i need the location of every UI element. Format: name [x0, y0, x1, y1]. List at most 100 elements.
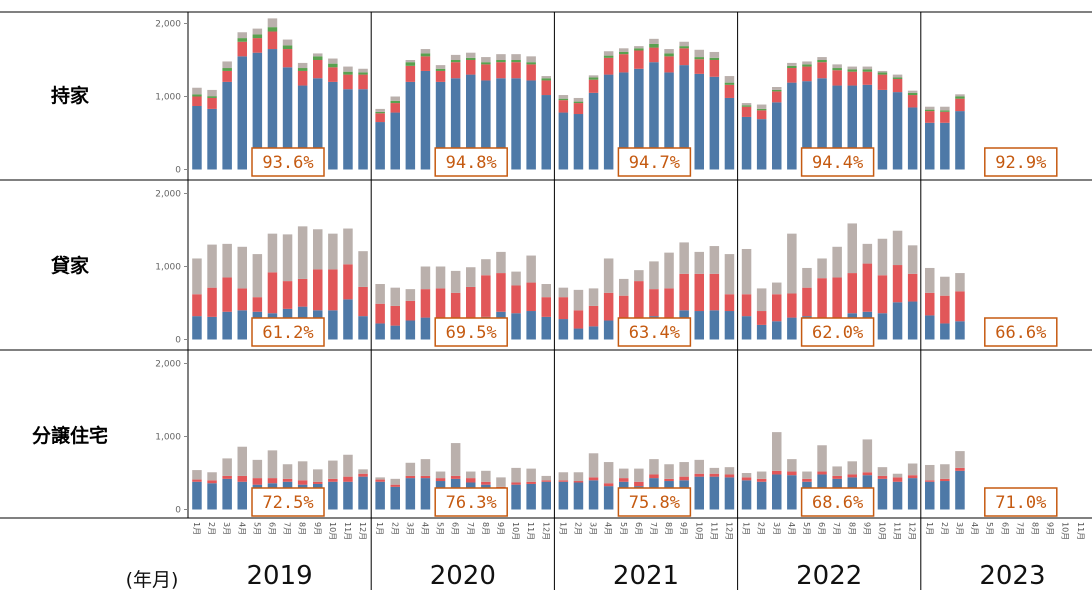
month-label: 3月 — [222, 522, 231, 535]
bar-segment-blue — [358, 89, 368, 170]
bar-2-1-2 — [405, 462, 416, 510]
bar-segment-red — [832, 475, 842, 479]
bar-segment-green — [741, 105, 752, 107]
bar-0-1-9 — [511, 54, 521, 170]
percentage-box-1-3: 62.0% — [800, 317, 875, 347]
bar-segment-red — [358, 473, 368, 477]
bar-segment-red — [925, 480, 935, 482]
bar-segment-red — [343, 476, 353, 482]
bar-segment-red — [313, 60, 323, 79]
bar-segment-blue — [862, 84, 873, 170]
bar-segment-green — [237, 38, 247, 42]
bar-1-0-0 — [192, 258, 202, 340]
bar-segment-gray — [420, 266, 431, 290]
bar-segment-gray — [832, 64, 842, 69]
month-label: 7月 — [283, 522, 292, 535]
month-label: 5月 — [252, 522, 261, 535]
bar-segment-blue — [724, 311, 735, 340]
bar-segment-red — [802, 66, 812, 82]
month-label: 12月 — [724, 522, 733, 540]
bar-segment-gray — [603, 51, 614, 56]
bar-segment-blue — [390, 112, 400, 170]
bar-segment-green — [390, 100, 400, 104]
bar-0-0-7 — [297, 62, 308, 170]
bar-2-2-3 — [603, 462, 614, 510]
bar-segment-gray — [787, 233, 797, 294]
percentage-box-frame — [434, 317, 508, 347]
bar-segment-gray — [466, 267, 476, 287]
bar-segment-gray — [862, 66, 873, 70]
bar-segment-red — [297, 278, 308, 307]
bar-1-2-11 — [724, 254, 735, 340]
bar-segment-red — [664, 56, 674, 73]
bar-segment-blue — [892, 92, 903, 170]
bar-segment-gray — [649, 261, 659, 290]
bar-segment-gray — [358, 251, 368, 287]
bar-0-0-11 — [358, 68, 368, 170]
bar-segment-red — [588, 79, 599, 93]
bar-segment-blue — [907, 478, 918, 510]
bar-segment-gray — [634, 46, 644, 49]
month-label: 9月 — [496, 522, 505, 535]
bar-segment-blue — [511, 484, 521, 510]
percentage-box-frame — [617, 317, 692, 347]
bar-segment-red — [955, 98, 965, 112]
month-label: 1月 — [558, 522, 567, 535]
bar-segment-red — [649, 47, 659, 63]
bar-segment-blue — [343, 299, 353, 340]
bar-0-0-2 — [222, 61, 232, 170]
bar-segment-red — [925, 111, 935, 123]
bar-segment-red — [267, 31, 278, 50]
month-label: 5月 — [985, 522, 994, 535]
bar-segment-blue — [664, 72, 674, 170]
bar-0-0-10 — [343, 66, 353, 170]
bar-0-1-3 — [420, 49, 431, 170]
month-label: 12月 — [541, 522, 550, 540]
bar-segment-gray — [955, 273, 965, 292]
bar-segment-red — [832, 277, 842, 318]
bar-segment-gray — [694, 251, 704, 274]
bar-segment-gray — [724, 254, 735, 295]
bar-segment-gray — [511, 271, 521, 286]
bar-segment-blue — [526, 80, 536, 170]
month-label: 11月 — [1076, 522, 1085, 540]
month-label: 7月 — [1015, 522, 1024, 535]
bar-0-3-7 — [847, 66, 857, 170]
bar-segment-red — [252, 38, 263, 53]
bar-segment-red — [907, 273, 918, 302]
bar-2-1-0 — [375, 477, 385, 510]
bar-segment-blue — [237, 56, 247, 170]
bar-segment-red — [192, 96, 202, 106]
bar-segment-gray — [588, 288, 599, 306]
bar-segment-red — [694, 59, 704, 74]
month-label: 7月 — [649, 522, 658, 535]
bar-segment-green — [511, 60, 521, 63]
bar-segment-gray — [907, 463, 918, 476]
bar-segment-green — [526, 62, 536, 65]
y-tick-label: 2,000 — [155, 20, 181, 30]
bar-segment-red — [282, 49, 293, 68]
month-label: 3月 — [955, 522, 964, 535]
bar-segment-blue — [222, 478, 232, 510]
bar-segment-green — [772, 89, 782, 92]
y-tick-label: 2,000 — [155, 190, 181, 200]
bars-layer — [192, 18, 965, 510]
bar-segment-gray — [297, 226, 308, 279]
percentage-value: 92.9% — [995, 153, 1046, 173]
month-label: 9月 — [679, 522, 688, 535]
bar-2-3-9 — [877, 467, 888, 510]
bar-segment-red — [343, 264, 353, 300]
bar-0-2-0 — [558, 95, 569, 170]
bar-segment-gray — [877, 467, 888, 476]
bar-segment-green — [679, 46, 689, 49]
bar-segment-blue — [405, 81, 416, 170]
bar-1-1-3 — [420, 266, 431, 340]
bar-segment-blue — [511, 78, 521, 170]
month-label: 11月 — [526, 522, 535, 540]
bar-segment-red — [343, 74, 353, 90]
bar-1-2-2 — [588, 288, 599, 340]
bar-segment-gray — [573, 289, 584, 311]
bar-segment-gray — [252, 254, 263, 298]
bar-segment-gray — [892, 74, 903, 78]
month-label: 3月 — [589, 522, 598, 535]
